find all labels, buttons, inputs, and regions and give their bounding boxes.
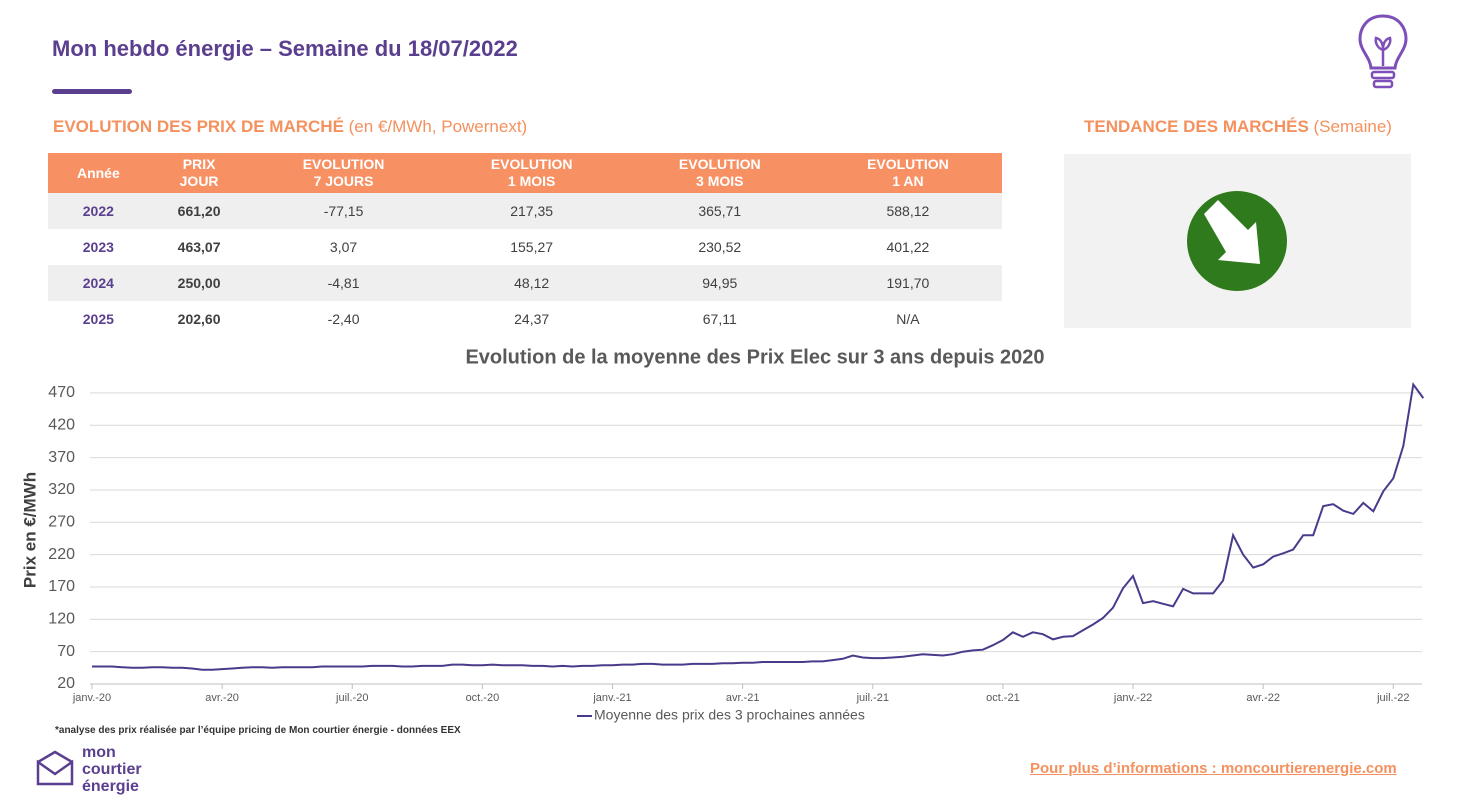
logo-line: courtier <box>82 761 142 778</box>
section-title-bold: TENDANCE DES MARCHÉS <box>1084 117 1309 136</box>
table-cell: -77,15 <box>249 193 438 229</box>
table-cell: 463,07 <box>177 239 221 255</box>
section-title-bold: EVOLUTION DES PRIX DE MARCHÉ <box>53 117 344 136</box>
table-cell: 2023 <box>82 239 114 255</box>
x-tick-label: avr.-22 <box>1246 692 1280 704</box>
x-tick-label: janv.-20 <box>72 692 111 704</box>
y-tick-label: 320 <box>48 481 75 498</box>
plot-area <box>90 380 1422 684</box>
y-tick-label: 70 <box>57 643 75 660</box>
table-cell: 202,60 <box>177 311 221 327</box>
x-tick-label: juil.-20 <box>335 692 368 704</box>
table-cell: 48,12 <box>437 265 626 301</box>
line-chart: Evolution de la moyenne des Prix Elec su… <box>20 346 1425 723</box>
chart-title: Evolution de la moyenne des Prix Elec su… <box>465 346 1044 368</box>
table-cell: 217,35 <box>437 193 626 229</box>
y-tick-label: 420 <box>48 416 75 433</box>
y-tick-label: 270 <box>48 514 75 531</box>
data-line <box>92 381 1425 671</box>
table-cell: 2022 <box>48 193 149 229</box>
trend-arrow-icon <box>1187 191 1287 291</box>
table-cell: 401,22 <box>886 239 930 255</box>
trend-box <box>1064 154 1411 328</box>
column-header: EVOLUTION 1 MOIS <box>437 153 626 193</box>
table-cell: 94,95 <box>625 265 814 301</box>
x-tick-label: oct.-20 <box>466 692 500 704</box>
table-row: 2022 661,20 -77,15 217,35 365,71 588,12 <box>48 193 1002 229</box>
y-axis-label: Prix en €/MWh <box>20 472 39 588</box>
logo-line: mon <box>82 744 116 761</box>
table-cell: 155,27 <box>510 239 554 255</box>
table-cell: 24,37 <box>514 311 550 327</box>
legend-label: Moyenne des prix des 3 prochaines années <box>594 707 865 723</box>
table-cell: 250,00 <box>148 265 250 301</box>
table-cell: 230,52 <box>698 239 742 255</box>
y-tick-label: 370 <box>48 449 75 466</box>
footer-link[interactable]: Pour plus d’informations : moncourtieren… <box>1030 760 1397 777</box>
table-body: 2022 661,20 -77,15 217,35 365,71 588,12 2023 46… <box>48 193 1002 337</box>
table-row: 2023 463,07 3,07 155,27 230,52 401,22 <box>48 229 1002 265</box>
table-cell: -2,40 <box>327 311 360 327</box>
column-header: EVOLUTION 7 JOURS <box>249 153 438 193</box>
lightbulb-icon <box>1358 14 1408 89</box>
y-tick-label: 220 <box>48 546 75 563</box>
x-tick-label: oct.-21 <box>986 692 1020 704</box>
table-row: 2024 250,00 -4,81 48,12 94,95 191,70 <box>48 265 1002 301</box>
table-cell: 2024 <box>48 265 149 301</box>
footnote: *analyse des prix réalisée par l’équipe … <box>55 725 461 736</box>
column-header: EVOLUTION 1 AN <box>813 153 1002 193</box>
table-cell: 661,20 <box>148 193 250 229</box>
column-header: Année <box>48 153 149 193</box>
table-cell: N/A <box>896 311 920 327</box>
table-cell: 191,70 <box>813 265 1002 301</box>
logo-text: mon courtier énergie <box>82 744 142 795</box>
x-tick-label: janv.-21 <box>592 692 631 704</box>
logo-line: énergie <box>82 778 139 795</box>
y-tick-label: 470 <box>48 384 75 401</box>
column-header: EVOLUTION 3 MOIS <box>625 153 814 193</box>
x-tick-label: janv.-22 <box>1113 692 1152 704</box>
table-header: Année PRIX JOUR EVOLUTION 7 JOURS EVOLUTION… <box>48 153 1002 193</box>
table-cell: 3,07 <box>329 239 358 255</box>
section-title-normal: (Semaine) <box>1308 117 1392 136</box>
table-cell: 365,71 <box>625 193 814 229</box>
column-header: PRIX JOUR <box>148 153 250 193</box>
table-cell: 2025 <box>82 311 114 327</box>
x-tick-label: juil.-22 <box>1376 692 1409 704</box>
table-cell: 588,12 <box>813 193 1002 229</box>
logo-icon <box>36 750 74 786</box>
table-row: 2025 202,60 -2,40 24,37 67,11 N/A <box>48 301 1002 337</box>
y-tick-label: 120 <box>48 611 75 628</box>
market-section-title: EVOLUTION DES PRIX DE MARCHÉ (en €/MWh, … <box>53 117 527 137</box>
x-tick-label: avr.-21 <box>726 692 760 704</box>
y-tick-label: 170 <box>48 578 75 595</box>
section-title-normal: (en €/MWh, Powernext) <box>343 117 528 136</box>
trend-section-title: TENDANCE DES MARCHÉS (Semaine) <box>1084 117 1392 137</box>
table-cell: -4,81 <box>249 265 438 301</box>
page-title: Mon hebdo énergie – Semaine du 18/07/202… <box>52 36 518 61</box>
title-underline <box>52 89 132 94</box>
price-table: Année PRIX JOUR EVOLUTION 7 JOURS EVOLUTION… <box>48 153 1002 337</box>
x-tick-label: juil.-21 <box>856 692 889 704</box>
x-tick-label: avr.-20 <box>205 692 239 704</box>
table-cell: 67,11 <box>702 311 737 327</box>
y-tick-label: 20 <box>57 675 75 692</box>
